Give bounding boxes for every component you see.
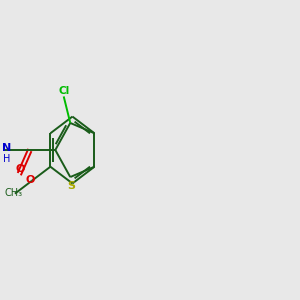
Text: O: O [25, 175, 34, 185]
Text: S: S [68, 181, 76, 191]
Text: N: N [2, 143, 11, 153]
Text: O: O [15, 164, 25, 174]
Text: Cl: Cl [58, 86, 70, 96]
Text: CH₃: CH₃ [4, 188, 22, 198]
Text: H: H [3, 154, 10, 164]
